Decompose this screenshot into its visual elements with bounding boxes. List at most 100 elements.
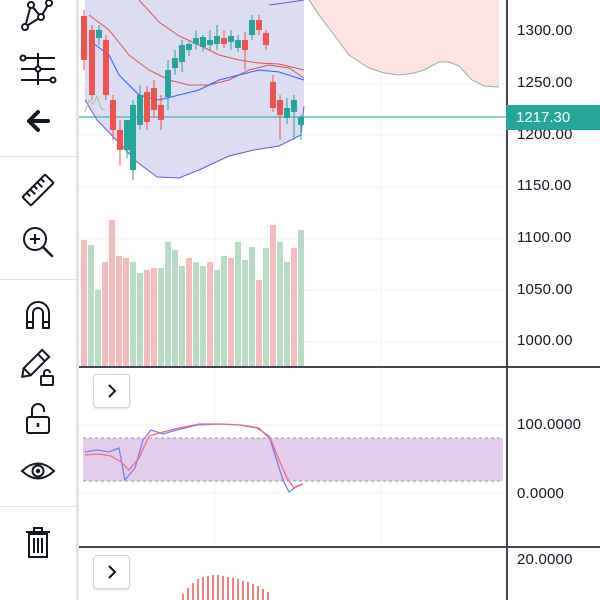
remove-drawings-button[interactable] (10, 520, 66, 564)
price-axis-label: 1000.00 (517, 332, 573, 349)
candle-body (179, 45, 185, 62)
volume-bar (88, 245, 94, 366)
toolbar-border (76, 0, 79, 600)
volume-bar (81, 240, 87, 366)
candle-body (221, 38, 227, 44)
pane-separator[interactable] (79, 546, 600, 548)
bollinger-band (85, 0, 304, 178)
volume-bar (130, 262, 136, 366)
volume-bar (116, 256, 122, 366)
volume-bar (186, 258, 192, 366)
back-button[interactable] (10, 99, 66, 143)
volume-bar (284, 262, 290, 366)
stochastic-expand-button[interactable] (93, 374, 130, 408)
candle-body (200, 37, 206, 47)
volume-bar (263, 248, 269, 366)
volume-bar (242, 260, 248, 366)
volume-bar (179, 266, 185, 366)
volume-bar (214, 270, 220, 366)
eye-icon (20, 462, 56, 480)
volume-bar (165, 242, 171, 366)
volume-bar (193, 262, 199, 366)
candle-body (144, 92, 150, 122)
volume-bar (256, 280, 262, 366)
zoom-in-icon (23, 227, 54, 258)
candle-body (242, 40, 248, 50)
toolbar-divider (0, 279, 76, 280)
price-axis-label: 1250.00 (517, 74, 573, 91)
candle-body (214, 36, 220, 44)
candle-body (110, 100, 116, 130)
magnet-icon (26, 301, 50, 329)
drawing-toolbar (0, 0, 76, 600)
ruler-tool-button[interactable] (10, 168, 66, 212)
chart-area[interactable]: 1300.00 1250.00 1200.00 1150.00 1100.00 … (79, 0, 600, 600)
drawing-mode-button[interactable] (10, 345, 66, 389)
volume-bar (235, 242, 241, 366)
volume-bar (95, 290, 101, 366)
chevron-right-icon (107, 565, 116, 579)
candle-body (96, 30, 102, 38)
candle-body (298, 117, 304, 125)
candle-body (172, 58, 178, 68)
volume-bar (298, 230, 304, 366)
trash-icon (26, 527, 50, 558)
volume-bar (291, 248, 297, 366)
chart-canvas[interactable] (79, 0, 600, 600)
zoom-in-button[interactable] (10, 220, 66, 264)
volume-bar (137, 273, 143, 366)
back-arrow-icon (27, 110, 50, 132)
candle-body (256, 20, 262, 30)
candle-body (81, 16, 87, 60)
volume-bar (172, 250, 178, 366)
candle-body (165, 70, 171, 97)
fib-tool-button[interactable] (10, 46, 66, 90)
candle-body (186, 44, 192, 50)
volume-bar (277, 242, 283, 366)
pattern-icon (21, 0, 53, 31)
pane-separator[interactable] (79, 366, 600, 368)
bollinger-upper-line (268, 0, 305, 6)
lock-drawing-icon (21, 348, 54, 386)
macd-expand-button[interactable] (93, 555, 130, 589)
candle-body (291, 100, 297, 112)
candlesticks (81, 10, 304, 180)
candle-body (228, 36, 234, 42)
candle-body (89, 30, 95, 95)
pattern-tool-button[interactable] (10, 0, 66, 38)
stochastic-band (83, 438, 503, 481)
ma-line-red (138, 0, 305, 71)
hide-drawings-button[interactable] (10, 449, 66, 493)
price-axis-label: 1100.00 (517, 229, 572, 246)
stochastic-d-line (84, 423, 304, 489)
chevron-right-icon (107, 384, 116, 398)
ma-line-blue (88, 39, 305, 101)
volume-bar (270, 225, 276, 366)
candle-body (117, 130, 123, 150)
volume-bar (109, 220, 115, 366)
unlock-icon (26, 403, 50, 434)
volume-bar (228, 258, 234, 366)
volume-bar (200, 266, 206, 366)
price-axis-label: 1200.00 (517, 126, 573, 143)
candle-body (103, 40, 109, 95)
ma-line-red-2 (88, 14, 305, 86)
candle-body (249, 20, 255, 35)
candle-body (270, 82, 276, 108)
volume-bar (207, 262, 213, 366)
candle-body (284, 108, 290, 118)
magnet-mode-button[interactable] (10, 293, 66, 337)
ruler-icon (21, 173, 55, 207)
stochastic-k-line (84, 423, 304, 493)
last-price-tag: 1217.30 (506, 105, 600, 130)
price-axis-label: 1050.00 (517, 281, 573, 298)
lock-drawings-button[interactable] (10, 396, 66, 440)
macd-axis-label: 20.0000 (517, 551, 573, 568)
volume-bar (158, 268, 164, 366)
candle-body (137, 95, 143, 125)
toolbar-divider (0, 156, 76, 157)
fib-settings-icon (19, 53, 57, 85)
candle-body (193, 38, 199, 44)
candle-body (263, 33, 269, 45)
volume-bar (144, 270, 150, 366)
